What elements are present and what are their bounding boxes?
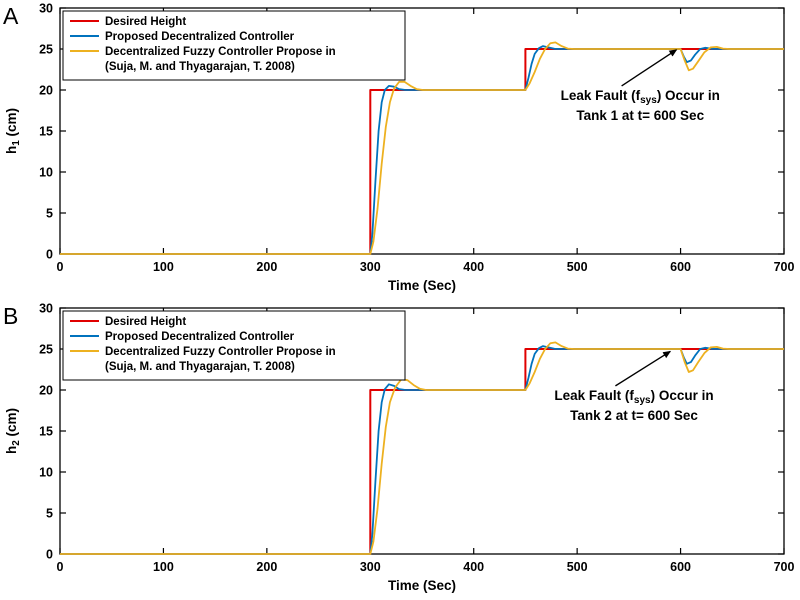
y-tick-label: 0	[46, 548, 53, 562]
legend-label-1: Proposed Decentralized Controller	[105, 331, 295, 343]
annotation-arrow	[621, 49, 678, 87]
x-tick-label: 100	[153, 260, 174, 274]
x-tick-label: 300	[360, 560, 381, 574]
x-axis-label: Time (Sec)	[388, 578, 456, 593]
y-tick-label: 15	[39, 125, 53, 139]
series-line-1	[60, 45, 784, 255]
x-tick-label: 600	[670, 560, 691, 574]
y-tick-label: 20	[39, 384, 53, 398]
legend-box	[62, 310, 406, 381]
legend-label-2-cont: (Suja, M. and Thyagarajan, T. 2008)	[105, 61, 295, 73]
x-tick-label: 200	[256, 560, 277, 574]
x-axis-label: Time (Sec)	[388, 278, 456, 293]
legend-label-2: Decentralized Fuzzy Controller Propose i…	[105, 46, 336, 58]
x-tick-label: 600	[670, 260, 691, 274]
y-tick-label: 10	[39, 166, 53, 180]
x-tick-label: 100	[153, 560, 174, 574]
y-axis-label: h2 (cm)	[4, 408, 22, 454]
y-tick-label: 15	[39, 425, 53, 439]
x-tick-label: 500	[567, 260, 588, 274]
y-tick-label: 30	[39, 302, 53, 316]
x-tick-label: 200	[256, 260, 277, 274]
x-tick-label: 700	[774, 260, 795, 274]
y-tick-label: 25	[39, 343, 53, 357]
x-tick-label: 700	[774, 560, 795, 574]
y-tick-label: 5	[46, 507, 53, 521]
panel-letter: A	[3, 3, 19, 29]
legend-box	[62, 10, 406, 81]
series-line-1	[60, 345, 784, 555]
annotation-line2: Tank 2 at t= 600 Sec	[570, 408, 698, 423]
y-axis-label: h1 (cm)	[4, 108, 22, 154]
series-line-2	[60, 341, 784, 555]
legend-label-2: Decentralized Fuzzy Controller Propose i…	[105, 346, 336, 358]
panel-letter: B	[3, 303, 18, 329]
y-tick-label: 20	[39, 84, 53, 98]
y-tick-label: 0	[46, 248, 53, 262]
legend-label-0: Desired Height	[105, 316, 186, 328]
y-tick-label: 30	[39, 2, 53, 16]
y-tick-label: 5	[46, 207, 53, 221]
x-tick-label: 500	[567, 560, 588, 574]
y-tick-label: 10	[39, 466, 53, 480]
annotation-line1: Leak Fault (fsys) Occur in	[561, 88, 720, 106]
x-tick-label: 0	[57, 260, 64, 274]
annotation-line1: Leak Fault (fsys) Occur in	[554, 388, 713, 406]
x-tick-label: 0	[57, 560, 64, 574]
x-tick-label: 400	[463, 560, 484, 574]
annotation-arrow	[615, 350, 672, 387]
chart-panel-b: 0 100 200 300 400 500 600 700 0 5 10 15 20 25 30 Time (…	[3, 302, 795, 594]
legend-label-1: Proposed Decentralized Controller	[105, 31, 295, 43]
legend-label-2-cont: (Suja, M. and Thyagarajan, T. 2008)	[105, 361, 295, 373]
legend-label-0: Desired Height	[105, 16, 186, 28]
x-tick-label: 400	[463, 260, 484, 274]
series-line-2	[60, 41, 784, 255]
y-tick-label: 25	[39, 43, 53, 57]
x-tick-label: 300	[360, 260, 381, 274]
annotation-line2: Tank 1 at t= 600 Sec	[576, 108, 704, 123]
chart-panel-a: 0 100 200 300 400 500 600 700 0 5 10 15 20 25 30 Time (…	[3, 2, 795, 294]
